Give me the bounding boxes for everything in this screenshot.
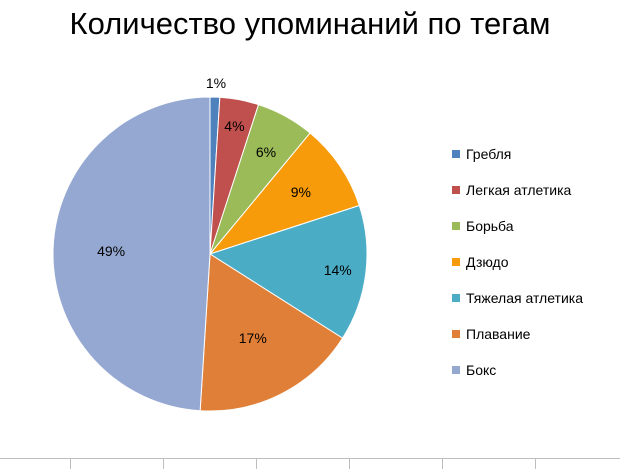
slice-data-label-2: 4% xyxy=(224,118,244,134)
legend-swatch-icon xyxy=(452,294,460,302)
legend-label: Борьба xyxy=(466,218,514,234)
legend-label: Плавание xyxy=(466,326,531,342)
pie-slice-6 xyxy=(199,253,344,412)
legend-swatch-icon xyxy=(452,222,460,230)
pie-slice-7 xyxy=(52,96,211,412)
legend-swatch-icon xyxy=(452,258,460,266)
legend-item-1: Гребля xyxy=(452,136,620,172)
pie-slice-5 xyxy=(208,204,368,339)
legend-item-4: Дзюдо xyxy=(452,244,620,280)
legend-swatch-icon xyxy=(452,150,460,158)
slice-data-label-4: 9% xyxy=(291,184,311,200)
legend-label: Легкая атлетика xyxy=(466,182,572,198)
legend-swatch-icon xyxy=(452,366,460,374)
legend-item-5: Тяжелая атлетика xyxy=(452,280,620,316)
legend-item-2: Легкая атлетика xyxy=(452,172,620,208)
legend-label: Дзюдо xyxy=(466,254,509,270)
slice-data-label-6: 17% xyxy=(239,330,267,346)
legend-item-6: Плавание xyxy=(452,316,620,352)
legend-label: Гребля xyxy=(466,146,512,162)
legend-label: Тяжелая атлетика xyxy=(466,290,583,306)
slice-data-label-1: 1% xyxy=(206,75,226,91)
slice-data-label-3: 6% xyxy=(256,144,276,160)
legend-swatch-icon xyxy=(452,186,460,194)
chart-title: Количество упоминаний по тегам xyxy=(69,6,551,41)
legend-item-3: Борьба xyxy=(452,208,620,244)
legend: Гребля Легкая атлетика Борьба Дзюдо Тяжелая … xyxy=(452,136,620,388)
legend-label: Бокс xyxy=(466,362,497,378)
slice-data-label-7: 49% xyxy=(97,243,125,259)
legend-item-7: Бокс xyxy=(452,352,620,388)
slice-data-label-5: 14% xyxy=(324,262,352,278)
pie-slice-4 xyxy=(208,132,360,256)
legend-swatch-icon xyxy=(452,330,460,338)
sheet-grid-edge xyxy=(0,458,620,469)
